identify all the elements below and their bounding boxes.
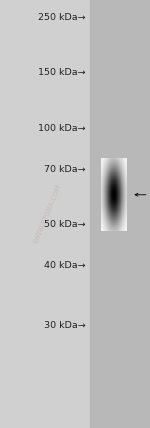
Text: 250 kDa→: 250 kDa→: [38, 12, 86, 22]
Text: 50 kDa→: 50 kDa→: [44, 220, 86, 229]
Text: 70 kDa→: 70 kDa→: [44, 164, 86, 174]
Text: 30 kDa→: 30 kDa→: [44, 321, 86, 330]
Text: 100 kDa→: 100 kDa→: [38, 124, 86, 133]
Text: WWW.PTGBA.COM: WWW.PTGBA.COM: [33, 183, 63, 245]
Bar: [90, 0, 150, 428]
Text: 150 kDa→: 150 kDa→: [38, 68, 86, 77]
Text: 40 kDa→: 40 kDa→: [44, 261, 86, 270]
